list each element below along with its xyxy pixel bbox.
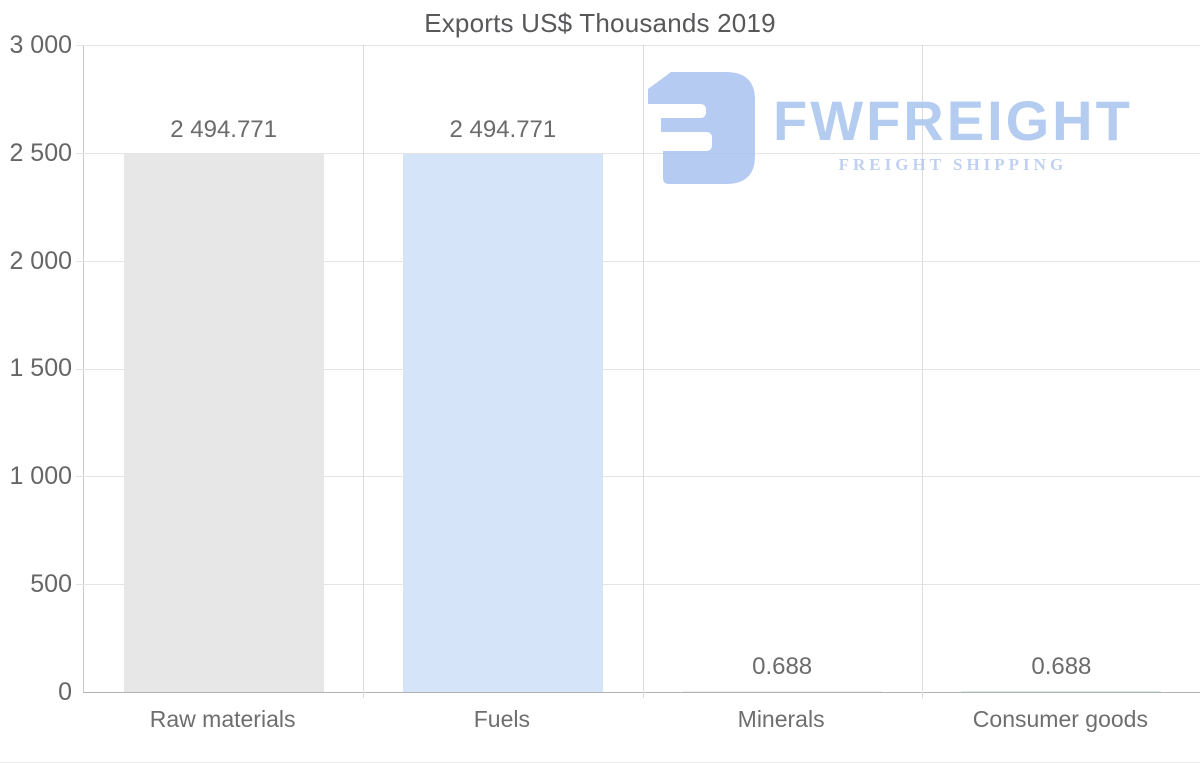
h-gridline	[76, 368, 1200, 370]
chart-title: Exports US$ Thousands 2019	[424, 8, 776, 38]
bar-column-raw-materials: 2 494.771	[84, 45, 363, 692]
bar-consumer-goods	[961, 691, 1162, 692]
bar-value-label: 0.688	[1031, 653, 1092, 680]
y-tick-label: 2 000	[9, 247, 72, 275]
y-tick-label: 0	[58, 678, 72, 706]
v-gridline	[642, 45, 644, 698]
h-gridline	[76, 260, 1200, 262]
bar-column-fuels: 2 494.771	[363, 45, 642, 692]
y-tick-label: 1 500	[9, 354, 72, 382]
bar-raw-materials	[123, 154, 324, 692]
h-gridline	[76, 45, 1200, 46]
x-tick-label-consumer-goods: Consumer goods	[972, 706, 1148, 732]
v-gridline	[921, 45, 923, 698]
y-tick-label: 3 000	[9, 31, 72, 59]
bar-value-label: 2 494.771	[170, 116, 278, 143]
bar-value-label: 0.688	[752, 653, 813, 680]
h-gridline	[76, 152, 1200, 154]
x-axis: Raw materials Fuels Minerals Consumer go…	[83, 706, 1200, 733]
y-tick-label: 500	[30, 570, 72, 598]
x-tick-label-minerals: Minerals	[737, 706, 825, 732]
bar-fuels	[402, 154, 603, 692]
h-gridline	[76, 584, 1200, 586]
bar-minerals	[682, 691, 883, 692]
x-tick-label-raw-materials: Raw materials	[149, 706, 296, 732]
bar-column-consumer-goods: 0.688	[922, 45, 1200, 692]
y-tick-label: 2 500	[9, 139, 72, 167]
bar-column-minerals: 0.688	[643, 45, 922, 692]
v-gridline	[363, 45, 365, 698]
x-tick-label-fuels: Fuels	[473, 706, 530, 732]
bar-value-label: 2 494.771	[449, 116, 557, 143]
plot-area: 2 494.771 2 494.771 0.688 0.688	[76, 45, 1200, 698]
h-gridline	[76, 476, 1200, 478]
y-tick-label: 1 000	[9, 462, 72, 490]
